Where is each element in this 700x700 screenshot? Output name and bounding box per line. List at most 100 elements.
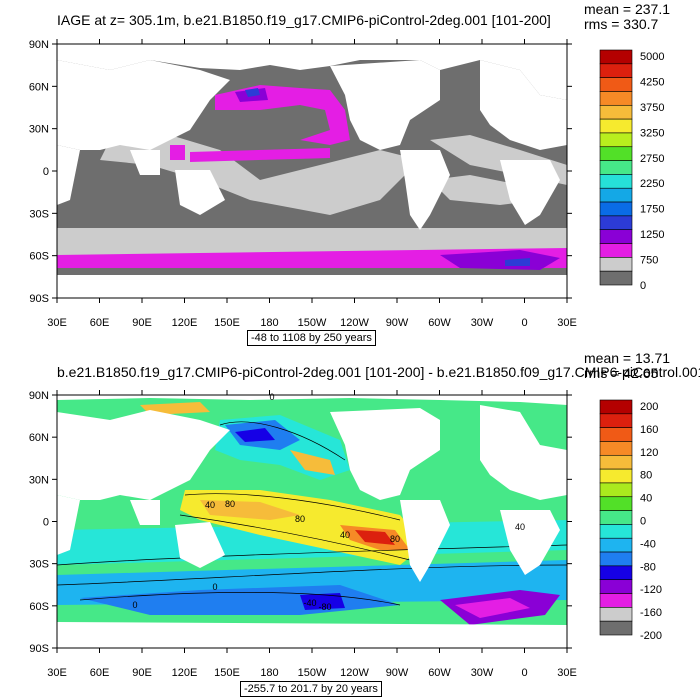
bottom-colorbar-box <box>599 607 633 622</box>
bottom-colorbar-label: -160 <box>640 607 662 619</box>
top-lat-label: 60N <box>29 81 49 93</box>
bottom-ross-deepblue <box>300 593 345 610</box>
top-panel: IAGE at z= 305.1m, b.e21.B1850.f19_g17.C… <box>29 1 671 346</box>
bottom-lon-label: 180 <box>260 667 278 679</box>
bottom-colorbar-label: 80 <box>640 470 652 482</box>
top-colorbar-label: 1750 <box>640 204 664 216</box>
bottom-colorbar-box <box>599 510 633 525</box>
top-north-pacific-blue <box>245 88 260 97</box>
contour-label: 0 <box>212 582 217 592</box>
top-lon-label: 90W <box>386 317 409 329</box>
top-west-pacific-magenta <box>170 145 185 160</box>
bottom-colorbar-label: -200 <box>640 630 662 642</box>
bottom-equatorial-orange <box>200 500 300 520</box>
top-colorbar-box <box>599 132 633 148</box>
top-colorbar-box <box>599 257 633 272</box>
top-colorbar-box <box>599 187 633 203</box>
bottom-weddell-magenta <box>455 598 530 618</box>
top-lon-label: 90E <box>132 317 152 329</box>
bottom-colorbar-box <box>599 427 633 442</box>
top-colorbar-label: 1250 <box>640 229 664 241</box>
bottom-lat-label: 60N <box>29 432 49 444</box>
top-lon-label: 30E <box>557 317 577 329</box>
top-southern-magenta <box>57 248 567 268</box>
top-colorbar-box <box>599 270 633 286</box>
bottom-land <box>57 395 567 648</box>
top-lon-label: 60E <box>90 317 110 329</box>
top-colorbar-box <box>599 229 633 244</box>
top-colorbar-box <box>599 118 633 134</box>
bottom-colorbar-label: 160 <box>640 424 658 436</box>
bottom-colorbar-box <box>599 579 633 594</box>
bottom-north-pacific-orange <box>290 450 335 475</box>
bottom-lat-label: 60S <box>29 601 49 613</box>
bottom-range-label: -255.7 to 201.7 by 20 years <box>240 681 382 697</box>
bottom-lat-label: 0 <box>43 517 49 529</box>
bottom-lon-label: 120W <box>340 667 369 679</box>
contour-label: 40 <box>515 522 525 532</box>
bottom-plot-title: b.e21.B1850.f19_g17.CMIP6-piControl-2deg… <box>57 364 700 380</box>
bottom-lat-label: 30N <box>29 474 49 486</box>
top-colorbar-label: 3250 <box>640 127 664 139</box>
top-lon-label: 120E <box>172 317 198 329</box>
bottom-lon-label: 30E <box>557 667 577 679</box>
contour-label: 80 <box>225 499 235 509</box>
top-colorbar-box <box>599 77 633 92</box>
top-plot-title: IAGE at z= 305.1m, b.e21.B1850.f19_g17.C… <box>57 12 551 28</box>
top-colorbar-label: 3750 <box>640 102 664 114</box>
top-lon-label: 150E <box>214 317 240 329</box>
bottom-axes: 90N 60N 30N 0 30S 60S 90S 30E 60E 90E 120E 150E 180 1… <box>29 390 577 679</box>
bottom-colorbar: 200 160 120 80 40 0 -40 -80 -120 -160 -200 <box>599 399 662 642</box>
top-colorbar-label: 2750 <box>640 153 664 165</box>
bottom-panel: b.e21.B1850.f19_g17.CMIP6-piControl-2deg… <box>0 350 700 700</box>
top-weddell-blue <box>505 258 530 266</box>
top-lat-label: 0 <box>43 166 49 178</box>
top-colorbar-box <box>599 201 633 217</box>
top-lon-label: 120W <box>340 317 369 329</box>
top-colorbar-box <box>599 160 633 175</box>
bottom-colorbar-box <box>599 413 633 428</box>
top-axes: 90N 60N 30N 0 30S 60S 90S 30E 60E 90E 120E 150E 180 1… <box>29 39 577 329</box>
top-colorbar-box <box>599 91 633 106</box>
bottom-colorbar-box <box>599 551 633 567</box>
contour-label: 80 <box>390 534 400 544</box>
bottom-rms-stat: rms = 42.65 <box>584 365 659 381</box>
bottom-lon-label: 30E <box>47 667 67 679</box>
bottom-lon-label: 30W <box>471 667 494 679</box>
contour-label: 0 <box>132 600 137 610</box>
top-colorbar-label: 5000 <box>640 51 664 63</box>
bottom-colorbar-box <box>599 620 633 636</box>
top-lat-label: 30N <box>29 124 49 136</box>
top-colorbar-box <box>599 49 633 65</box>
top-lat-label: 60S <box>29 251 49 263</box>
contour-label: -40 <box>303 598 316 608</box>
top-colorbar-label: 750 <box>640 255 658 267</box>
bottom-colorbar-box <box>599 537 633 553</box>
bottom-eastpacific-red <box>355 530 395 545</box>
bottom-lon-label: 90E <box>132 667 152 679</box>
bottom-colorbar-box <box>599 565 633 581</box>
top-mean-stat: mean = 237.1 <box>584 1 671 17</box>
bottom-colorbar-box <box>599 482 633 498</box>
bottom-contours <box>57 421 567 606</box>
bottom-lat-label: 90N <box>29 390 49 402</box>
contour-label: -80 <box>318 602 331 612</box>
bottom-lat-label: 30S <box>29 559 49 571</box>
top-lon-label: 30E <box>47 317 67 329</box>
top-colorbar-box <box>599 63 633 78</box>
bottom-colorbar-box <box>599 468 633 484</box>
top-colorbar: 5000 4250 3750 3250 2750 2250 1750 1250 750 0 <box>599 49 664 292</box>
bottom-lon-label: 150W <box>298 667 327 679</box>
top-colorbar-box <box>599 215 633 231</box>
bottom-colorbar-label: 120 <box>640 447 658 459</box>
bottom-colorbar-label: -120 <box>640 584 662 596</box>
top-lat-label: 30S <box>29 208 49 220</box>
top-lon-label: 0 <box>521 317 527 329</box>
bottom-lon-label: 90W <box>386 667 409 679</box>
top-lat-label: 90S <box>29 293 49 305</box>
top-lon-label: 30W <box>471 317 494 329</box>
bottom-lon-label: 60E <box>90 667 110 679</box>
contour-label: 0 <box>269 392 274 402</box>
bottom-lon-label: 0 <box>521 667 527 679</box>
